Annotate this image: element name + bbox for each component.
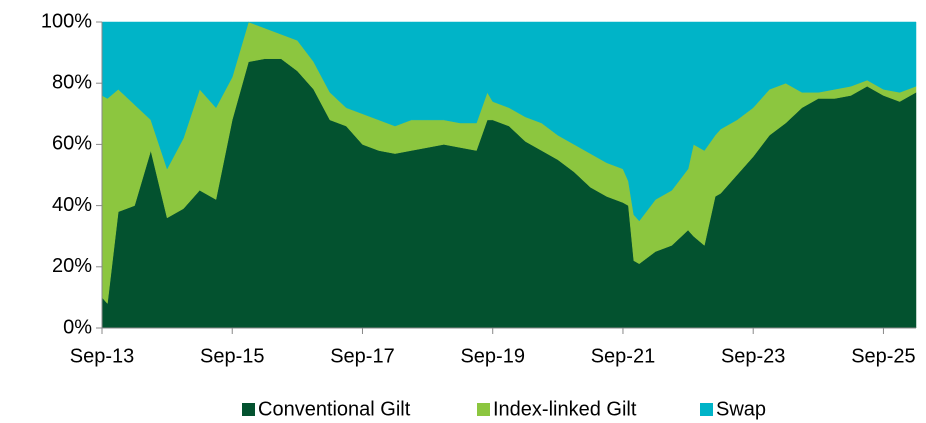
legend-label: Index-linked Gilt (493, 398, 637, 420)
y-tick-label: 40% (52, 194, 92, 216)
x-tick-label: Sep-19 (460, 345, 525, 367)
y-tick-label: 100% (41, 10, 92, 32)
y-tick-label: 0% (63, 316, 92, 338)
x-tick-label: Sep-21 (591, 345, 656, 367)
x-tick-label: Sep-17 (330, 345, 395, 367)
x-tick-label: Sep-15 (200, 345, 265, 367)
y-tick-label: 20% (52, 255, 92, 277)
y-tick-label: 60% (52, 133, 92, 155)
legend-swatch (700, 403, 713, 416)
x-tick-label: Sep-23 (721, 345, 786, 367)
y-tick-label: 80% (52, 71, 92, 93)
legend-label: Conventional Gilt (258, 398, 411, 420)
legend-swatch (477, 403, 490, 416)
legend-swatch (242, 403, 255, 416)
area (101, 21, 917, 222)
legend-label: Swap (716, 398, 766, 420)
x-tick-label: Sep-25 (851, 345, 916, 367)
x-tick-label: Sep-13 (70, 345, 135, 367)
